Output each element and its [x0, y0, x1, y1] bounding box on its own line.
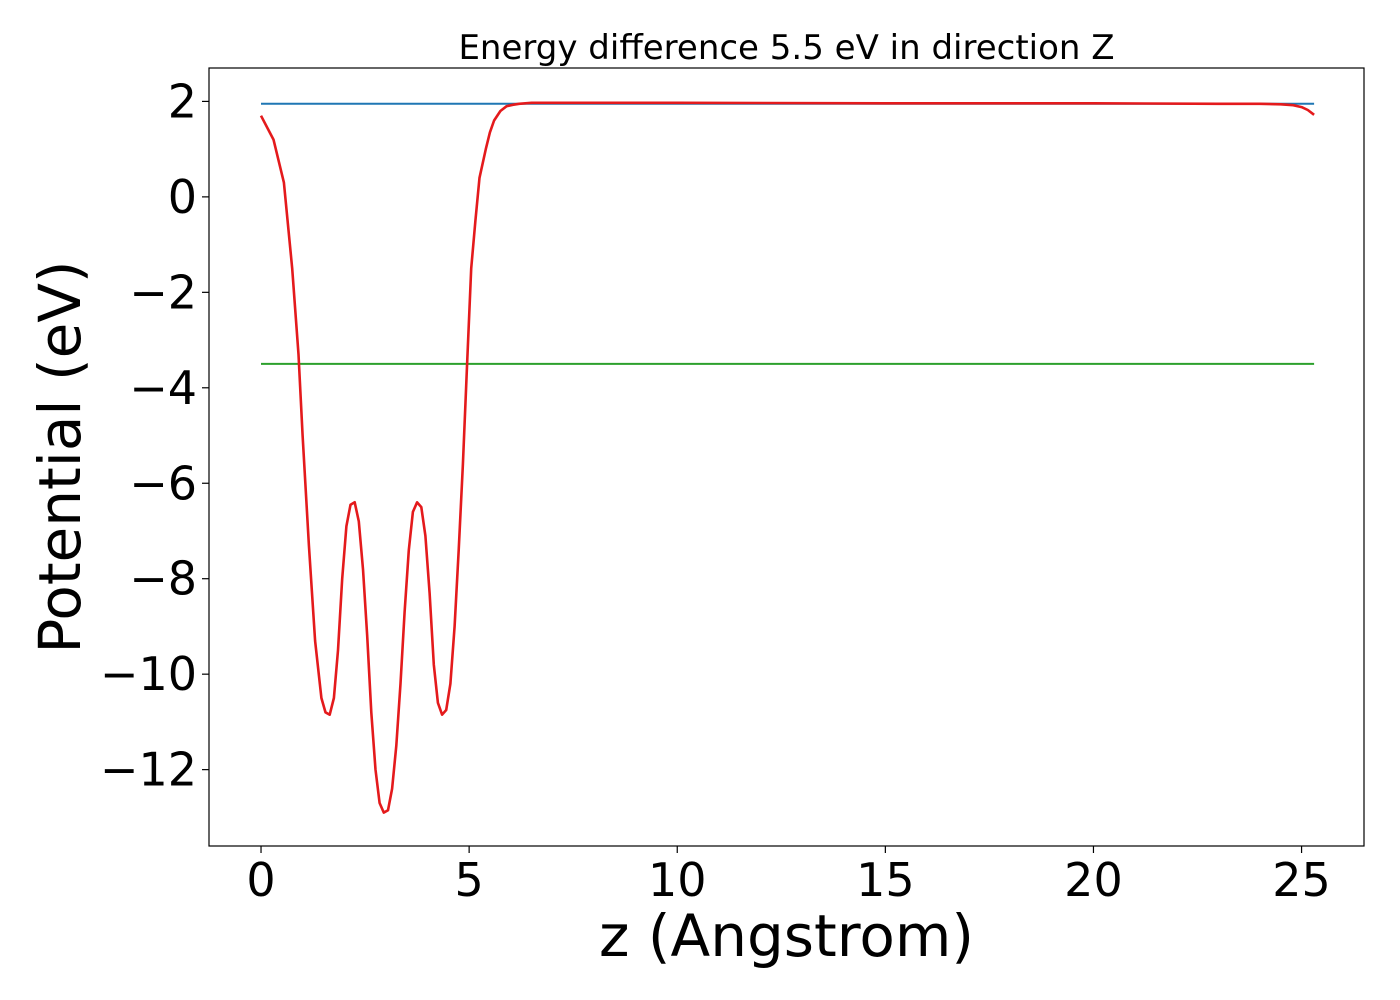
- y-tick-label: 0: [168, 170, 197, 224]
- x-tick-label: 10: [648, 853, 707, 907]
- y-axis-ticks: 2 0 −2 −4 −6 −8 −10 −12: [100, 74, 209, 797]
- y-tick-label: −4: [129, 361, 197, 415]
- x-tick-label: 25: [1272, 853, 1331, 907]
- x-axis-ticks: 0 5 10 15 20 25: [246, 846, 1331, 907]
- x-tick-label: 20: [1064, 853, 1123, 907]
- y-tick-label: −10: [100, 647, 197, 701]
- chart-title: Energy difference 5.5 eV in direction Z: [458, 28, 1114, 68]
- y-tick-label: −6: [129, 456, 197, 510]
- y-tick-label: 2: [168, 74, 197, 128]
- series-line-2: [259, 101, 1315, 814]
- x-tick-label: 5: [454, 853, 483, 907]
- x-axis-label: z (Angstrom): [599, 902, 974, 970]
- y-tick-label: −2: [129, 265, 197, 319]
- plot-area: [259, 101, 1315, 814]
- x-tick-label: 0: [246, 853, 275, 907]
- y-tick-label: −12: [100, 743, 197, 797]
- y-axis-label: Potential (eV): [26, 260, 94, 653]
- axes-frame: [208, 67, 1365, 847]
- x-tick-label: 15: [856, 853, 915, 907]
- y-tick-label: −8: [129, 552, 197, 606]
